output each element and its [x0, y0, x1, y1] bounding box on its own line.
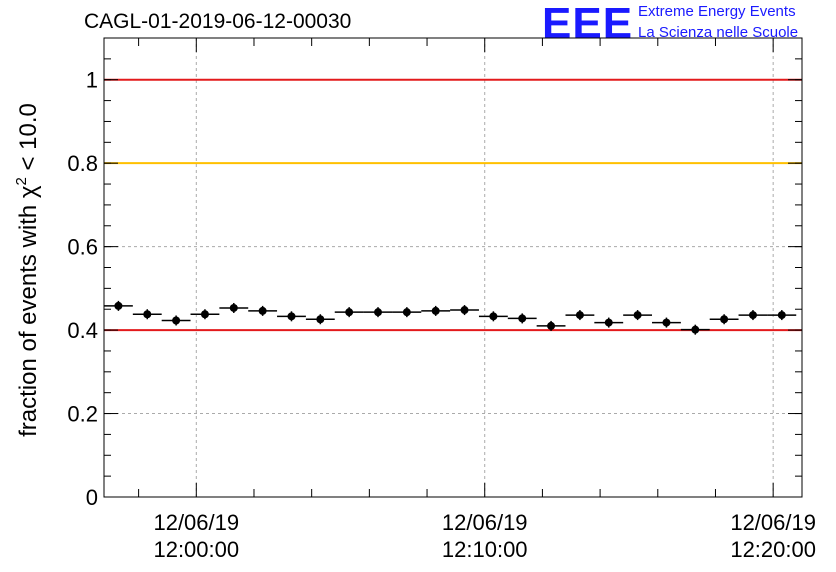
data-point — [421, 305, 451, 316]
data-point-marker — [460, 306, 469, 315]
data-point — [738, 310, 768, 321]
data-point-marker — [547, 321, 556, 330]
data-point — [248, 305, 278, 316]
data-point-marker — [229, 303, 238, 312]
point-layer — [104, 300, 797, 335]
data-point-marker — [431, 306, 440, 315]
data-point — [334, 307, 364, 318]
y-axis-label: fraction of events with χ2 < 10.0 — [13, 103, 42, 437]
data-point-marker — [489, 312, 498, 321]
data-point — [450, 305, 479, 316]
data-point — [478, 311, 508, 322]
data-point-marker — [114, 301, 123, 310]
data-point — [709, 314, 739, 325]
logo-line-2: La Scienza nelle Scuole — [638, 24, 799, 41]
y-axis-label-symbol: χ — [15, 185, 42, 198]
data-point-marker — [777, 311, 786, 320]
data-point-marker — [748, 311, 757, 320]
data-point — [680, 324, 710, 335]
data-point — [363, 307, 393, 318]
run-title: CAGL-01-2019-06-12-00030 — [84, 10, 352, 33]
data-point-marker — [374, 308, 383, 317]
data-point-marker — [172, 316, 181, 325]
data-point — [190, 309, 220, 320]
y-tick-label: 0.2 — [67, 402, 98, 427]
threshold-layer — [104, 78, 802, 332]
data-point — [219, 302, 249, 313]
tick-layer: 00.20.40.60.8112/06/1912:00:0012/06/1912… — [67, 37, 816, 562]
data-point — [767, 310, 797, 321]
x-tick-label-date: 12/06/19 — [730, 510, 816, 535]
y-axis-label-superscript: 2 — [13, 177, 30, 185]
y-tick-label: 0.8 — [67, 151, 98, 176]
data-point — [161, 315, 191, 326]
logo-letters: EEE — [542, 0, 634, 48]
y-tick-label: 0.4 — [67, 318, 98, 343]
data-point — [392, 307, 422, 318]
data-point-marker — [633, 311, 642, 320]
data-point-marker — [345, 308, 354, 317]
x-tick-label-date: 12/06/19 — [153, 510, 239, 535]
y-axis-label-prefix: fraction of events with — [15, 198, 42, 437]
x-tick-label-time: 12:00:00 — [153, 537, 239, 562]
y-tick-label: 0.6 — [67, 235, 98, 260]
x-tick-label-date: 12/06/19 — [442, 510, 528, 535]
data-point-marker — [720, 315, 729, 324]
data-point-marker — [316, 315, 325, 324]
data-point — [507, 313, 537, 324]
data-point-marker — [691, 325, 700, 334]
data-point — [652, 317, 681, 328]
data-point-marker — [402, 308, 411, 317]
data-point-marker — [200, 310, 209, 319]
grid-layer — [104, 38, 802, 497]
data-point — [565, 310, 595, 321]
y-axis-label-suffix: < 10.0 — [15, 103, 42, 177]
data-point — [305, 314, 335, 325]
data-point-marker — [143, 310, 152, 319]
data-point-marker — [287, 312, 296, 321]
data-point-marker — [604, 318, 613, 327]
y-tick-label: 0 — [86, 485, 98, 510]
data-point-marker — [662, 318, 671, 327]
logo-line-1: Extreme Energy Events — [638, 3, 796, 20]
data-point-marker — [518, 314, 527, 323]
data-point — [104, 300, 133, 311]
x-tick-label-time: 12:20:00 — [730, 537, 816, 562]
data-point — [623, 310, 653, 321]
data-point-marker — [258, 306, 267, 315]
data-point — [536, 320, 566, 331]
y-tick-label: 1 — [86, 68, 98, 93]
data-point-marker — [575, 311, 584, 320]
data-point — [132, 309, 162, 320]
data-point — [594, 317, 624, 328]
x-tick-label-time: 12:10:00 — [442, 537, 528, 562]
plot-frame — [103, 37, 803, 498]
data-point — [277, 311, 306, 322]
